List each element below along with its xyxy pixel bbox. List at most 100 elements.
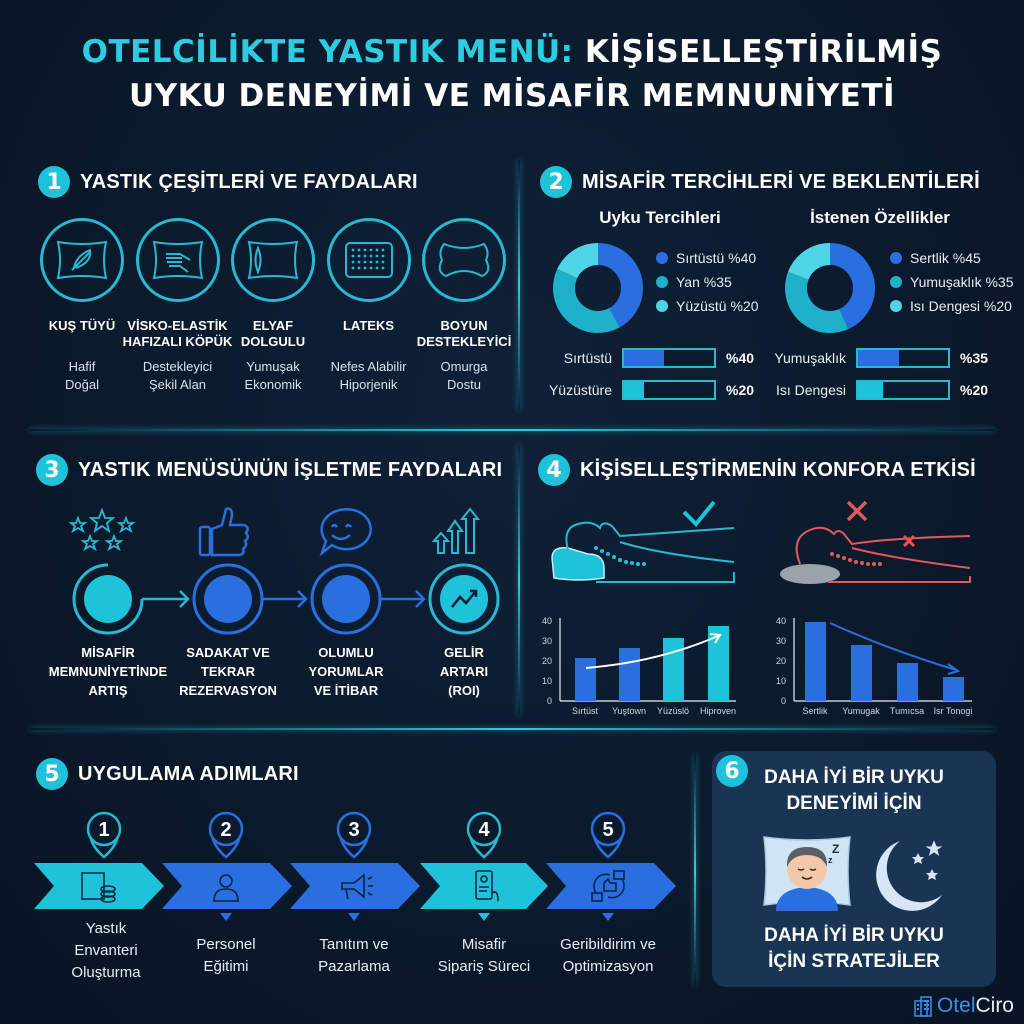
type-desc-line2: Ekonomik [244,377,302,392]
type-desc-line2: Hiporjenik [339,377,398,392]
section-number-badge: 6 [716,755,748,787]
section1-header: 1 YASTIK ÇEŞİTLERİ VE FAYDALARI [38,166,418,198]
type-name-line1: LATEKS [342,318,395,333]
divider-horizontal-2 [30,728,994,730]
benefit-label: OLUMLU YORUMLAR VE İTİBAR [308,645,384,698]
progress-bar [622,380,716,400]
step-pin-5: 5 [590,811,626,859]
pillow-type-item: BOYUN DESTEKLEYİCİ Omurga Dostu [416,218,512,394]
legend-item: Isı Dengesi %20 [890,298,1014,314]
section2-header: 2 MİSAFİR TERCİHLERİ VE BEKLENTİLERİ [540,166,980,198]
moon-stars-icon [876,837,946,911]
svg-text:Sertlik: Sertlik [802,706,828,716]
step-chevron-2 [162,863,292,909]
step-chevron-5 [546,863,676,909]
staff-person-icon [213,874,239,902]
svg-text:Tumıcsa: Tumıcsa [890,706,924,716]
legend-item: Yüzüstü %20 [656,298,759,314]
benefits-flow: MİSAFİR MEMNUNİYETİNDE ARTIŞ SADAKAT VE TEK… [40,505,510,705]
features-donut [785,243,875,333]
svg-text:5: 5 [602,819,613,841]
type-name-line2: DESTEKLEYİCİ [416,334,512,349]
step-pin-3: 3 [336,811,372,859]
section-title: YASTIK ÇEŞİTLERİ VE FAYDALARI [80,170,418,193]
benefit-label: SADAKAT VE TEKRAR REZERVASYON [179,645,277,698]
type-desc-line1: Destekleyici [142,359,213,374]
bar-label: Isı Dengesi [775,382,846,398]
section5-header: 5 UYGULAMA ADIMLARI [36,758,299,790]
sleep-preferences-donut [553,243,643,333]
latex-pillow-icon [326,218,411,302]
svg-text:10: 10 [542,676,552,686]
stars-icon [68,507,136,552]
type-desc-line1: Yumuşak [246,359,300,374]
type-desc-line1: Omurga [440,359,488,374]
step-chevron-3 [290,863,420,909]
step-chevron-4 [420,863,548,909]
check-icon [682,500,716,527]
smiley-chat-icon [319,507,372,557]
bar-label: Sırtüstü [563,350,612,366]
benefit-node-2 [192,563,264,635]
cross-icon [846,500,868,522]
trend-up-icon [451,589,478,608]
better-sleep-card: 6 DAHA İYİ BİR UYKU DENEYİMİ İÇİN Z z DAH… [712,751,996,987]
sleep-preferences-legend: Sırtüstü %40 Yan %35 Yüzüstü %20 [656,250,759,314]
divider-vertical-bottom [694,755,696,985]
bad-posture-illustration [780,500,971,584]
type-name-line1: VİSKO-ELASTİK [127,318,228,333]
bar-value: %40 [726,350,755,366]
sleep-preferences-title: Uyku Tercihleri [599,208,721,227]
trend-arrow [829,622,957,671]
pillow-type-item: ELYAF DOLGULU Yumuşak Ekonomik [227,218,319,394]
svg-text:z: z [828,855,833,865]
bar-label: Yumuşaklık [774,350,846,366]
legend-label: Sırtüstü %40 [676,250,757,266]
steps-labels: Yastık Envanteri Oluşturma Personel Eğitimi… [36,810,676,985]
legend-item: Yumuşaklık %35 [890,274,1014,290]
svg-text:1: 1 [98,819,109,841]
type-desc-line1: Nefes Alabilir [330,359,407,374]
brand-part1: Otel [936,994,976,1017]
benefit-label: MİSAFİR MEMNUNİYETİNDE ARTIŞ [48,645,168,698]
good-posture-illustration [551,500,735,583]
section-title: UYGULAMA ADIMLARI [78,762,299,785]
divider-vertical-top [518,160,520,410]
legend-item: Sırtüstü %40 [656,250,759,266]
flat-pillow-icon [780,564,840,584]
step-chevron-1 [34,863,164,909]
page-title: OTELCİLİKTE YASTIK MENÜ: KİŞİSELLEŞTİRİL… [0,30,1024,118]
pillow-inventory-icon [81,872,116,903]
svg-text:Hiproven: Hiproven [700,706,736,716]
sleeping-person-icon: Z z [763,836,851,911]
section4-header: 4 KİŞİSELLEŞTİRMENİN KONFORA ETKİSİ [538,454,976,486]
megaphone-icon [341,873,373,900]
comfort-bar-chart-1: 40 30 20 10 0 Sırtüst Yuştown Yüzüslö Hiprov… [542,616,736,716]
svg-text:Yumugak: Yumugak [842,706,880,716]
pref-bar-row: Isı Dengesi %20 [770,380,988,400]
benefit-node-3 [310,563,382,635]
svg-text:30: 30 [776,636,786,646]
pillow-type-item: LATEKS Nefes Alabilir Hiporjenik [323,218,415,394]
pref-bar-row: Yüzüstüre %20 [540,380,754,400]
feather-pillow-icon [40,218,124,302]
step-pin-1: 1 [86,811,122,859]
benefits-flow-graphic [68,507,500,635]
svg-text:2: 2 [220,819,231,841]
progress-bar [856,380,950,400]
svg-text:30: 30 [542,636,552,646]
svg-text:10: 10 [776,676,786,686]
type-name-line1: KUŞ TÜYÜ [48,318,116,333]
svg-text:3: 3 [348,819,359,841]
section-title: MİSAFİR TERCİHLERİ VE BEKLENTİLERİ [582,170,980,193]
legend-label: Yüzüstü %20 [676,298,759,314]
svg-text:40: 40 [776,616,786,626]
svg-text:Sırtüst: Sırtüst [572,706,599,716]
pillow-type-item: VİSKO-ELASTİK HAFIZALI KÖPÜK Destekleyici… [123,218,232,394]
benefit-label: GELİR ARTARI (ROI) [439,645,489,698]
progress-bar [622,348,716,368]
trend-arrow [585,635,719,669]
section-title: KİŞİSELLEŞTİRMENİN KONFORA ETKİSİ [580,458,976,481]
step-label: Yastık Envanteri Oluşturma [71,920,141,981]
svg-text:20: 20 [542,656,552,666]
